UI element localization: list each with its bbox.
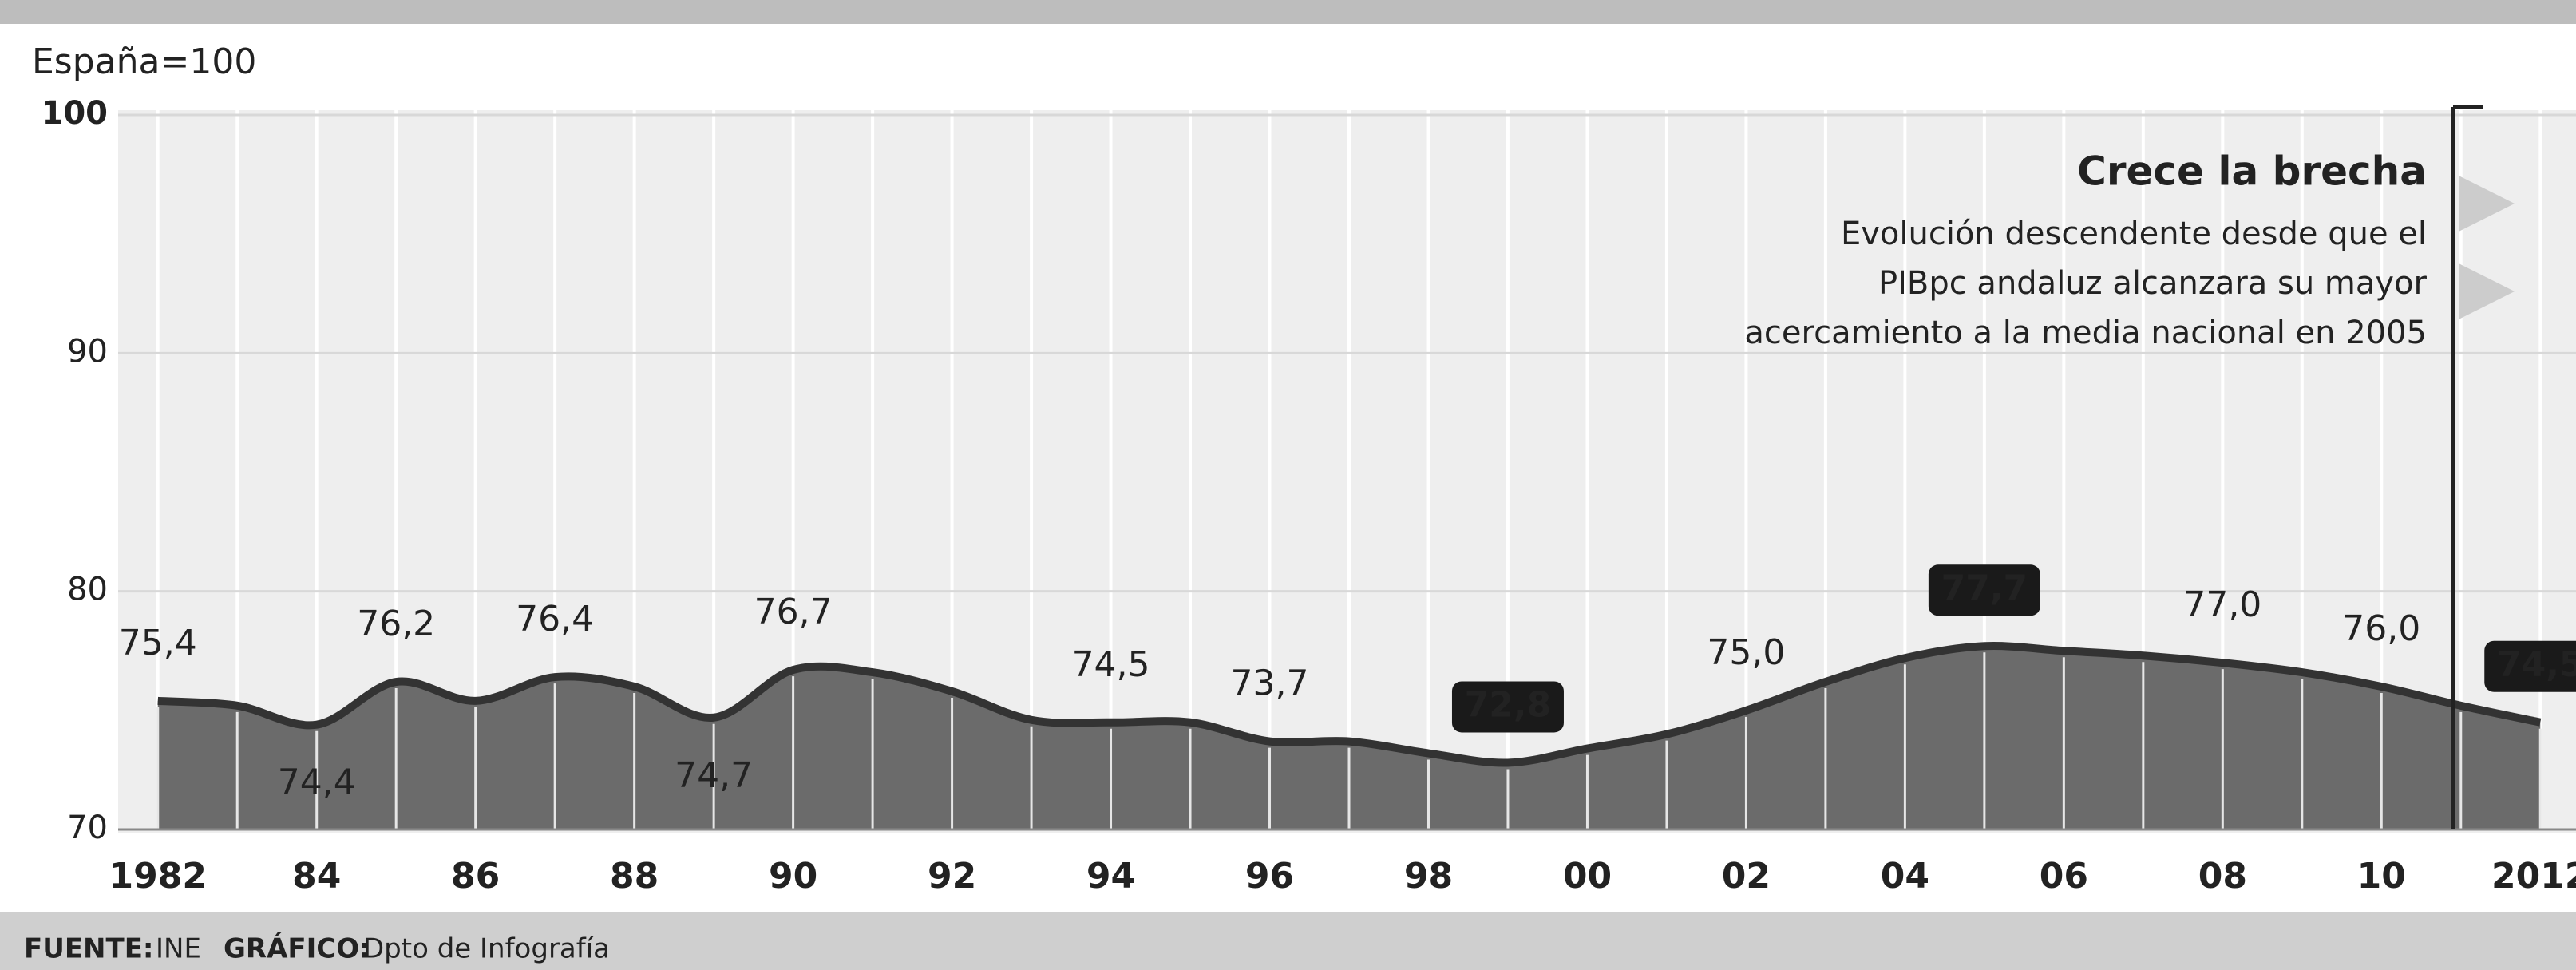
- x-tick-label: 00: [1563, 856, 1612, 897]
- label-box: [1928, 564, 2040, 616]
- annotation-arrow: [2459, 176, 2515, 232]
- x-tick-label: 92: [928, 856, 976, 897]
- footer: FUENTE: INE GRÁFICO: Dpto de Infografía: [24, 932, 610, 965]
- x-tick-label: 90: [769, 856, 817, 897]
- annotation-text: acercamiento a la media nacional en 2005: [1744, 315, 2427, 351]
- y-tick-label: 70: [67, 810, 108, 846]
- graphic-label: GRÁFICO:: [224, 932, 370, 965]
- x-tick-label: 08: [2198, 856, 2247, 897]
- x-tick-label: 02: [1722, 856, 1771, 897]
- y-tick-label: 100: [42, 95, 109, 132]
- footer-band: [0, 912, 2576, 970]
- x-tick-label: 06: [2040, 856, 2088, 897]
- annotation-text: PIBpc andaluz alcanzara su mayor: [1878, 265, 2428, 302]
- x-tick-label: 86: [451, 856, 500, 897]
- data-label: 74,5: [2497, 644, 2576, 685]
- x-tick-label: 96: [1245, 856, 1294, 897]
- annotation-arrow: [2459, 263, 2515, 319]
- data-label: 75,0: [1707, 632, 1785, 673]
- area: [157, 646, 2541, 829]
- x-tick-label: 88: [610, 856, 659, 897]
- label-box: [2484, 640, 2576, 692]
- data-label: 75,4: [119, 623, 197, 663]
- y-tick-label: 80: [67, 572, 108, 608]
- x-tick-label: 94: [1086, 856, 1135, 897]
- x-tick-label: 98: [1404, 856, 1453, 897]
- data-label: 74,4: [278, 762, 356, 803]
- x-tick-label: 2012: [2491, 856, 2576, 897]
- data-label: 77,7: [1941, 568, 2028, 608]
- y-tick-label: 90: [67, 333, 108, 370]
- data-label: 74,5: [1072, 644, 1150, 685]
- source: INE: [156, 933, 201, 965]
- data-label: 76,7: [754, 592, 833, 632]
- data-label: 76,0: [2342, 608, 2420, 649]
- annotation-title: Crece la brecha: [2077, 148, 2427, 195]
- data-label: 74,7: [675, 755, 753, 796]
- x-tick-label: 1982: [109, 856, 207, 897]
- subtitle: España=100: [32, 42, 256, 82]
- label-box: [1451, 681, 1564, 733]
- x-tick-label: 84: [292, 856, 341, 897]
- data-label: 77,0: [2183, 584, 2261, 625]
- x-tick-label: 04: [1881, 856, 1929, 897]
- annotation-text: Evolución descendente desde que el: [1841, 216, 2427, 252]
- data-label: 73,7: [1231, 663, 1309, 704]
- data-label: 72,8: [1465, 684, 1552, 725]
- top-band: [0, 0, 2576, 24]
- data-label: 76,4: [516, 599, 594, 639]
- x-tick-label: 10: [2357, 856, 2406, 897]
- graphic: Dpto de Infografía: [363, 933, 610, 965]
- data-label: 76,2: [357, 604, 435, 644]
- line: [157, 642, 2542, 767]
- source-label: FUENTE:: [24, 933, 154, 965]
